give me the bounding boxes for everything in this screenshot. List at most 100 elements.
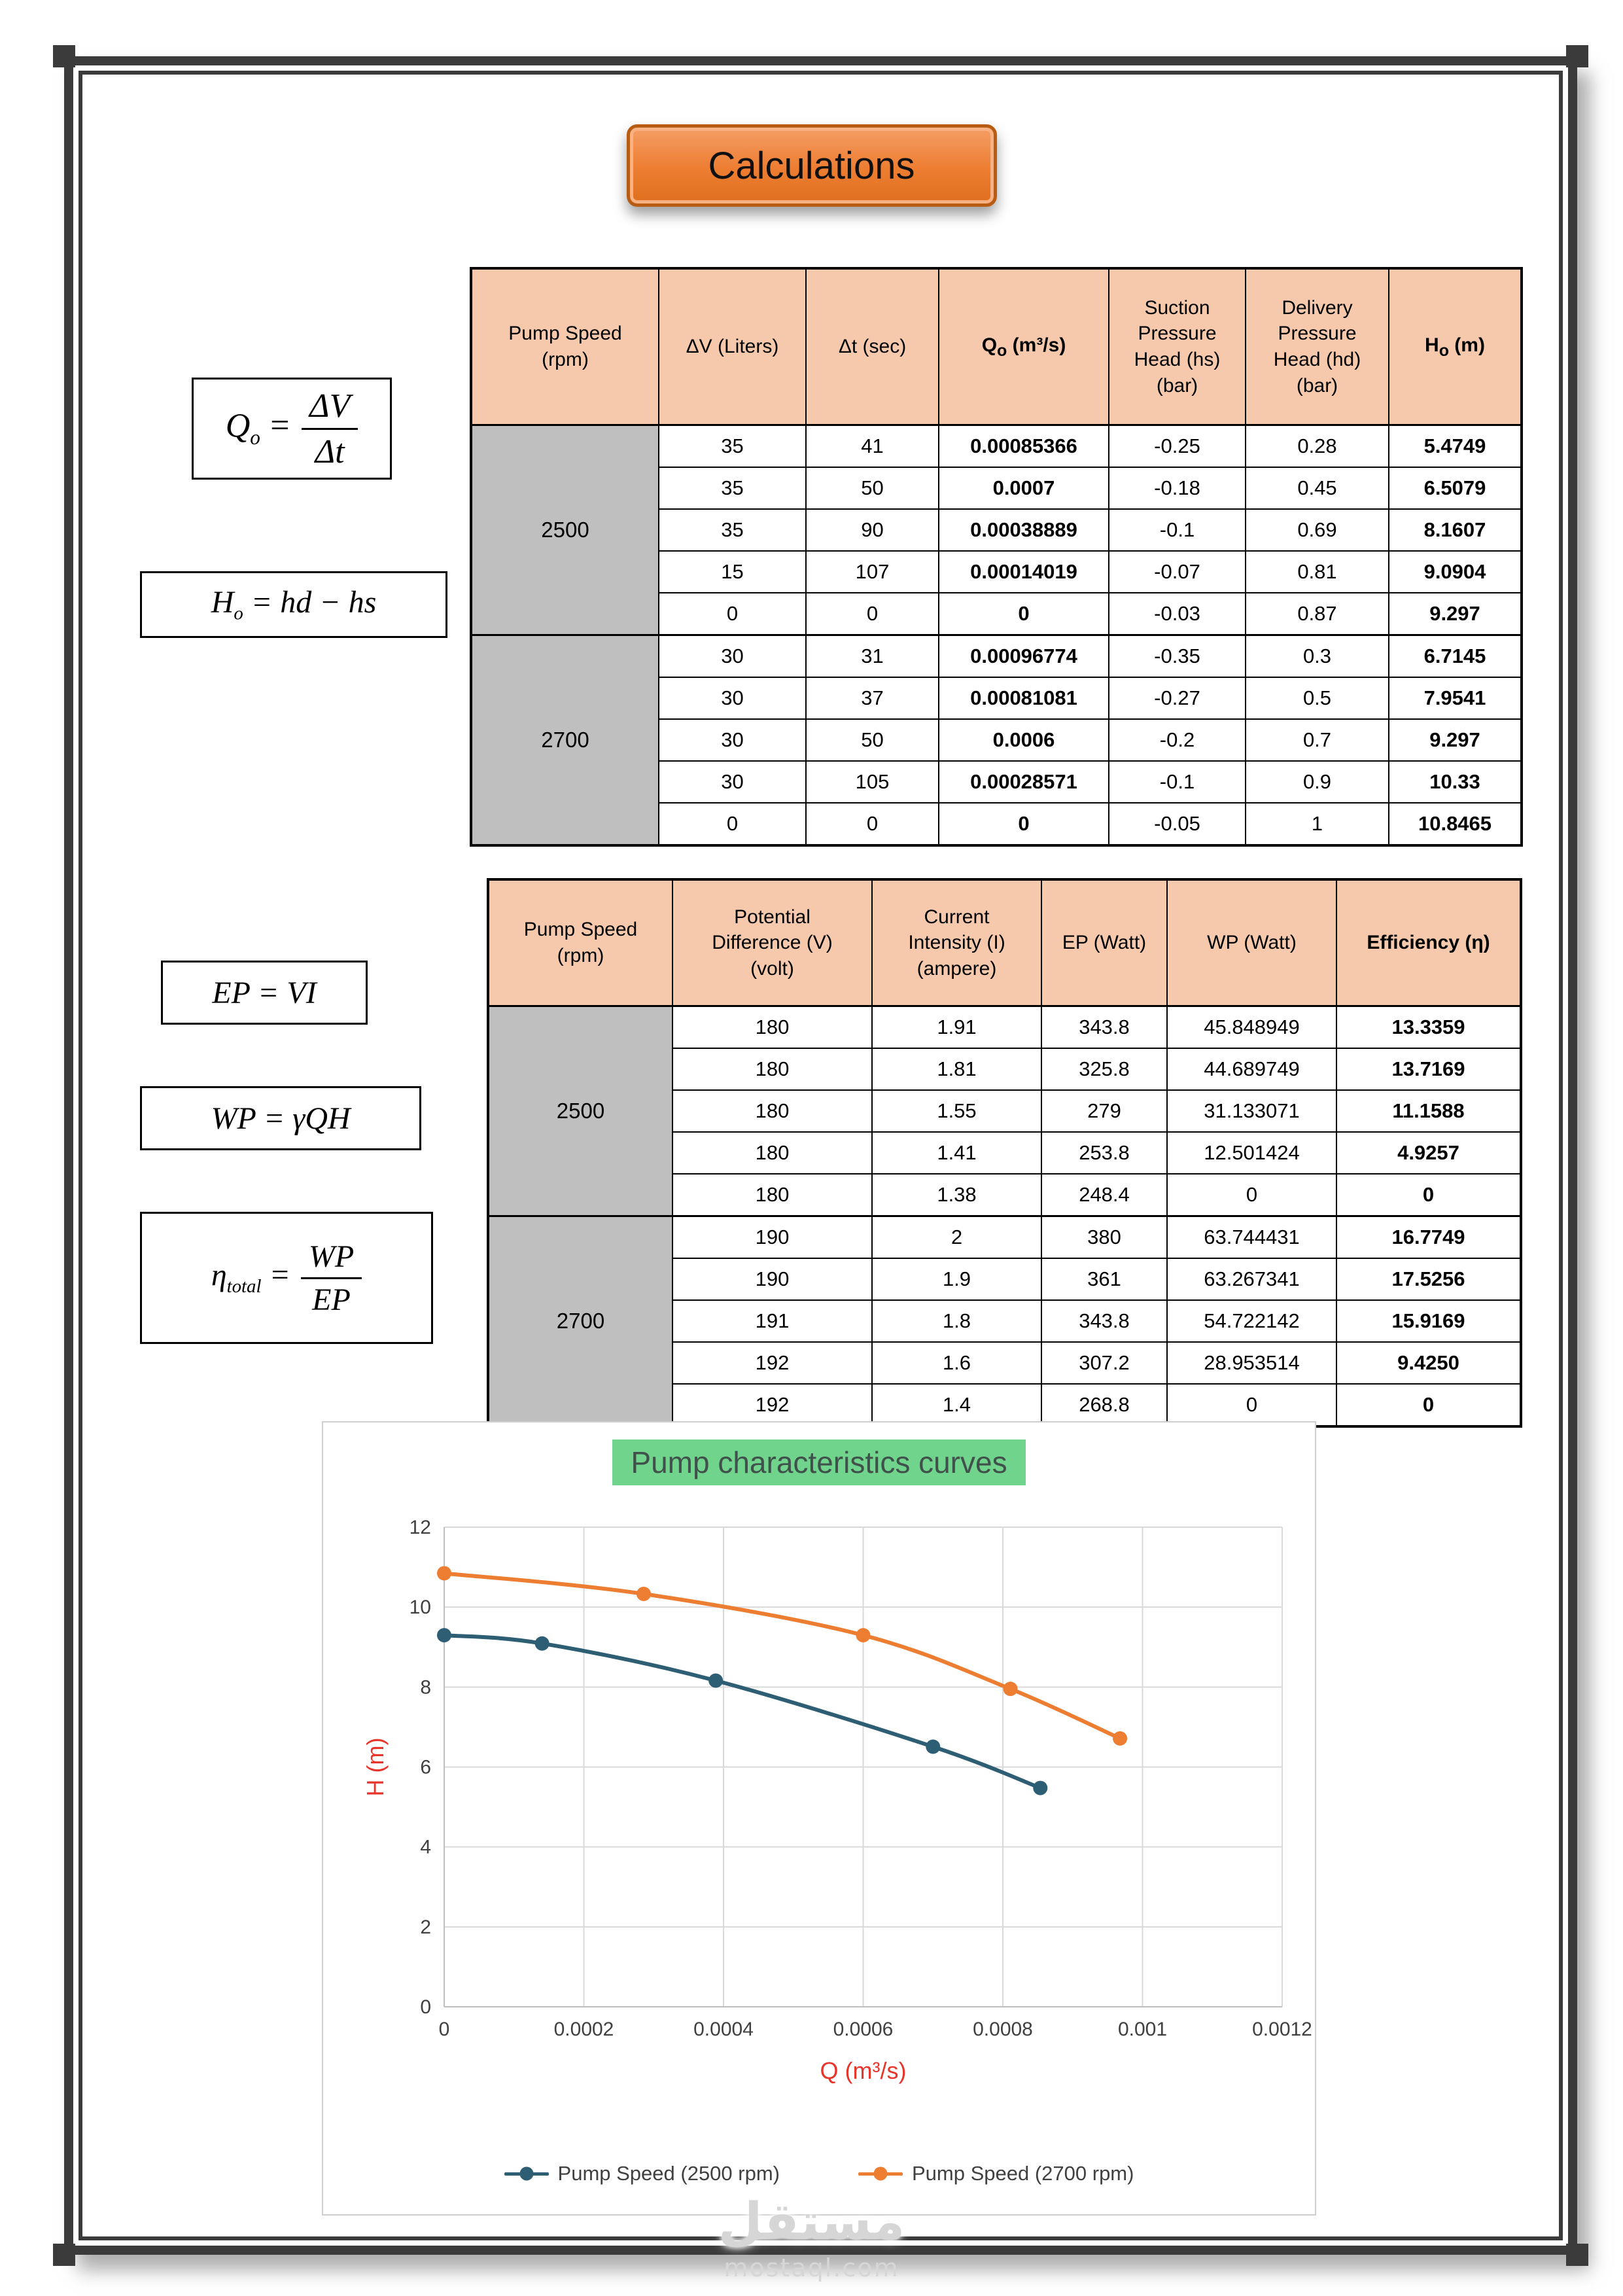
- data-row: 0 0 0 -0.03 0.87 9.297: [471, 592, 1522, 636]
- value-cell: 9.297: [1388, 592, 1522, 636]
- value-cell: 1.6: [871, 1341, 1042, 1385]
- x-tick-label: 0: [439, 2019, 450, 2040]
- value-cell: 0: [1166, 1383, 1337, 1427]
- page-border-frame: [53, 45, 1588, 2266]
- legend-marker-dot: [873, 2166, 888, 2181]
- value-cell: 180: [672, 1173, 873, 1217]
- column-header: Δt (sec): [805, 268, 939, 426]
- frame-corner: [1566, 2244, 1588, 2266]
- data-row: 35 50 0.0007 -0.18 0.45 6.5079: [471, 467, 1522, 510]
- page-title: Calculations: [708, 144, 915, 187]
- value-cell: 15.9169: [1336, 1299, 1522, 1343]
- value-cell: 44.689749: [1166, 1048, 1337, 1091]
- x-tick-label: 0.0008: [973, 2019, 1033, 2040]
- y-tick-label: 8: [420, 1676, 431, 1698]
- value-cell: 35: [658, 508, 807, 552]
- value-cell: -0.25: [1108, 424, 1246, 468]
- data-row: 30 105 0.00028571 -0.1 0.9 10.33: [471, 760, 1522, 804]
- value-cell: 6.5079: [1388, 467, 1522, 510]
- series-line: [442, 1571, 1123, 1740]
- value-cell: 12.501424: [1166, 1131, 1337, 1174]
- frame-corner: [53, 45, 75, 67]
- value-cell: 1.9: [871, 1258, 1042, 1301]
- data-point: [926, 1739, 941, 1754]
- value-cell: 1: [1245, 802, 1389, 846]
- column-header: Current Intensity (I) (ampere): [871, 879, 1042, 1007]
- data-point: [636, 1587, 651, 1602]
- data-row: 35 90 0.00038889 -0.1 0.69 8.1607: [471, 508, 1522, 552]
- value-cell: 192: [672, 1383, 873, 1427]
- value-cell: -0.27: [1108, 677, 1246, 720]
- data-row: 180 1.38 248.4 0 0: [488, 1173, 1522, 1217]
- data-row: 2700 30 31 0.00096774 -0.35 0.3 6.7145: [470, 634, 1522, 846]
- value-cell: 15: [658, 550, 807, 593]
- watermark-arabic: مستقل: [718, 2193, 905, 2252]
- pump-speed-group-cell: 2500: [487, 1005, 673, 1217]
- value-cell: 13.3359: [1336, 1005, 1522, 1049]
- value-cell: 54.722142: [1166, 1299, 1337, 1343]
- x-tick-label: 0.0006: [833, 2019, 894, 2040]
- column-header: Ho (m): [1388, 268, 1522, 426]
- value-cell: 0: [1166, 1173, 1337, 1217]
- data-point: [1003, 1682, 1018, 1697]
- value-cell: 63.267341: [1166, 1258, 1337, 1301]
- legend-item: Pump Speed (2700 rpm): [858, 2162, 1134, 2185]
- value-cell: 17.5256: [1336, 1258, 1522, 1301]
- value-cell: 190: [672, 1215, 873, 1259]
- value-cell: -0.18: [1108, 467, 1246, 510]
- fraction: WP EP: [300, 1239, 362, 1318]
- value-cell: 180: [672, 1089, 873, 1133]
- value-cell: 13.7169: [1336, 1048, 1522, 1091]
- fraction: ΔV Δt: [301, 387, 358, 471]
- pump-speed-group-cell: 2500: [470, 424, 659, 636]
- value-cell: 35: [658, 467, 807, 510]
- value-cell: 31.133071: [1166, 1089, 1337, 1133]
- formula-efficiency: ηtotal = WP EP: [140, 1212, 433, 1344]
- y-tick-label: 2: [420, 1916, 431, 1938]
- data-row: 0 0 0 -0.05 1 10.8465: [471, 802, 1522, 846]
- value-cell: 107: [805, 550, 939, 593]
- value-cell: 30: [658, 634, 807, 678]
- value-cell: 105: [805, 760, 939, 804]
- data-row: 180 1.55 279 31.133071 11.1588: [488, 1089, 1522, 1133]
- value-cell: 9.4250: [1336, 1341, 1522, 1385]
- value-cell: -0.1: [1108, 760, 1246, 804]
- formula-text: ηtotal = WP EP: [211, 1239, 362, 1318]
- value-cell: 0.0006: [938, 718, 1109, 762]
- chart-legend: Pump Speed (2500 rpm) Pump Speed (2700 rp…: [323, 2162, 1315, 2185]
- value-cell: 279: [1041, 1089, 1168, 1133]
- value-cell: 0.00014019: [938, 550, 1109, 593]
- frame-corner: [1566, 45, 1588, 67]
- value-cell: 1.38: [871, 1173, 1042, 1217]
- value-cell: 1.8: [871, 1299, 1042, 1343]
- value-cell: 0: [658, 592, 807, 636]
- formula-head: Ho = hd − hs: [140, 571, 447, 638]
- value-cell: 9.0904: [1388, 550, 1522, 593]
- formula-electric-power: EP = VI: [161, 961, 368, 1025]
- value-cell: 0.7: [1245, 718, 1389, 762]
- value-cell: 0: [1336, 1173, 1522, 1217]
- value-cell: 0.0007: [938, 467, 1109, 510]
- formula-text: EP = VI: [212, 975, 317, 1010]
- value-cell: 0: [1336, 1383, 1522, 1427]
- value-cell: 7.9541: [1388, 677, 1522, 720]
- formula-text: Qo = ΔV Δt: [226, 387, 358, 471]
- value-cell: 30: [658, 718, 807, 762]
- chart-canvas: 0 0.0002 0.0004 0.0006 0.0008 0.001 0.0012 0 2 4 6…: [362, 1517, 1312, 2084]
- legend-label: Pump Speed (2700 rpm): [912, 2162, 1134, 2185]
- frame-corner: [53, 2244, 75, 2266]
- value-cell: 253.8: [1041, 1131, 1168, 1174]
- value-cell: 10.8465: [1388, 802, 1522, 846]
- flow-rate-head-table: Pump Speed (rpm) ΔV (Liters) Δt (sec) Qo (m³…: [470, 267, 1523, 847]
- column-header: Suction Pressure Head (hs) (bar): [1108, 268, 1246, 426]
- watermark: مستقل mostaql.com: [718, 2193, 905, 2282]
- legend-marker: [858, 2166, 903, 2181]
- value-cell: 0: [938, 592, 1109, 636]
- value-cell: 248.4: [1041, 1173, 1168, 1217]
- data-row: 30 37 0.00081081 -0.27 0.5 7.9541: [471, 677, 1522, 720]
- value-cell: -0.07: [1108, 550, 1246, 593]
- value-cell: 0: [805, 802, 939, 846]
- value-cell: 45.848949: [1166, 1005, 1337, 1049]
- column-header: ΔV (Liters): [658, 268, 807, 426]
- data-row: 30 50 0.0006 -0.2 0.7 9.297: [471, 718, 1522, 762]
